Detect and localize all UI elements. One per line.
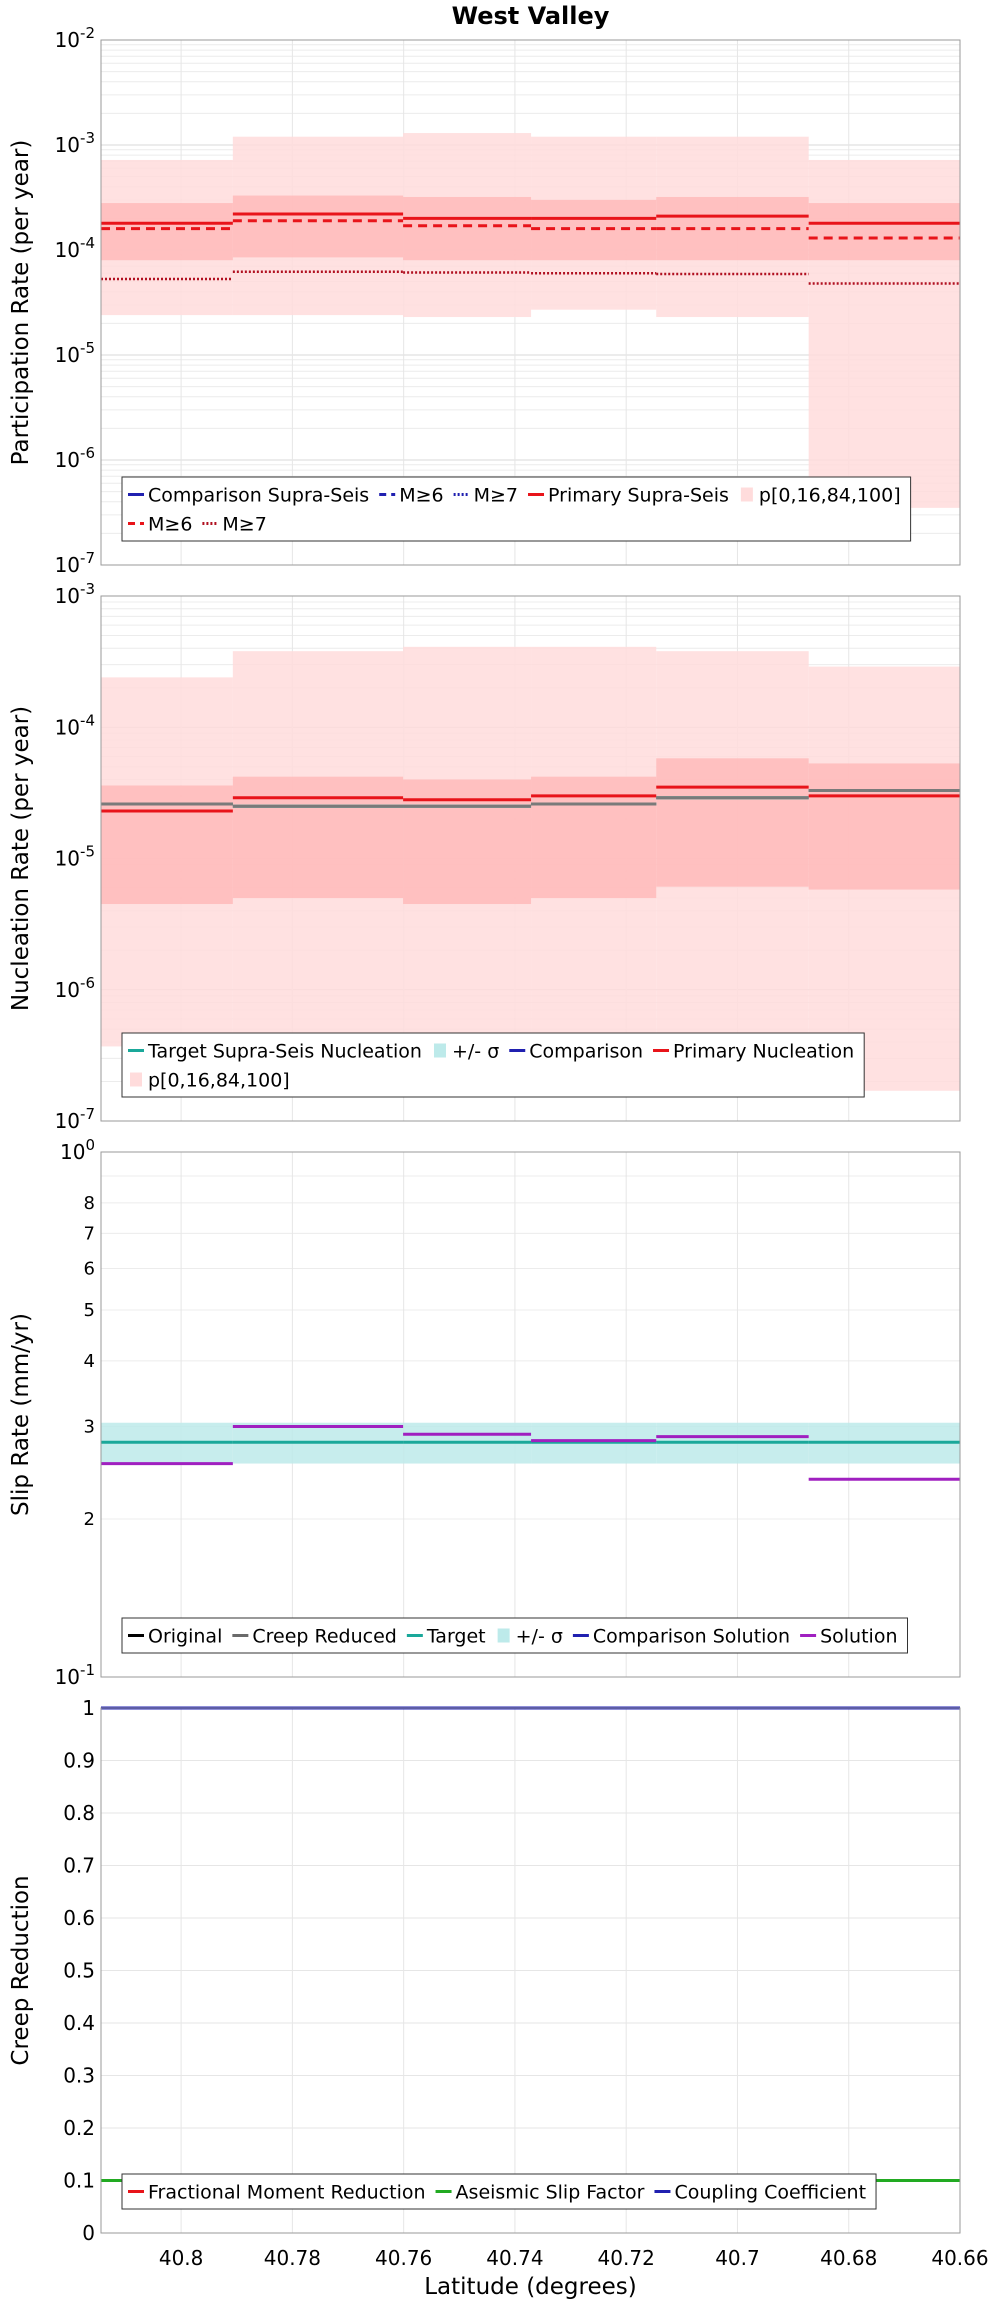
legend-label: Target xyxy=(426,1626,486,1648)
y-tick-label: 0.9 xyxy=(63,1749,95,1773)
band-p16-84 xyxy=(101,203,233,261)
legend-swatch xyxy=(740,487,753,502)
y-axis-label: Creep Reduction xyxy=(8,1875,34,2065)
legend-label: Comparison xyxy=(529,1041,643,1063)
y-tick-label: 5 xyxy=(84,1300,95,1321)
y-tick-label: 10-4 xyxy=(55,234,95,262)
panel-slip: 10-1 2 3 4 5 6 7 8 100 Slip Rate (mm/yr) Original C… xyxy=(8,1136,961,1689)
y-tick-label: 10-6 xyxy=(55,974,95,1002)
y-tick-label: 10-3 xyxy=(55,129,95,157)
y-tick-label: 0.8 xyxy=(63,1801,95,1825)
legend-label: Primary Nucleation xyxy=(673,1041,854,1063)
band-p16-84 xyxy=(232,776,404,899)
plot-frame xyxy=(100,1707,961,2234)
legend: Target Supra-Seis Nucleation +/- σ Compari… xyxy=(121,1032,865,1098)
y-tick-label: 0.3 xyxy=(63,2064,95,2088)
x-axis-label: Latitude (degrees) xyxy=(424,2274,637,2300)
y-tick-label: 10-1 xyxy=(55,1661,95,1689)
y-tick-label: 0.2 xyxy=(63,2116,95,2140)
legend-label: Comparison Supra-Seis xyxy=(148,485,369,507)
y-tick-label: 10-7 xyxy=(55,1105,95,1133)
band-p16-84 xyxy=(403,779,532,905)
legend-label: p[0,16,84,100] xyxy=(148,1070,290,1092)
x-tick-label: 40.7 xyxy=(715,2246,760,2270)
legend-label: Creep Reduced xyxy=(252,1626,396,1648)
y-tick-label: 0.1 xyxy=(63,2169,95,2193)
x-tick-label: 40.76 xyxy=(375,2246,432,2270)
x-tick-label: 40.72 xyxy=(598,2246,655,2270)
y-tick-label: 8 xyxy=(84,1193,95,1214)
x-tick-label: 40.8 xyxy=(159,2246,204,2270)
panel-nucleation: 10-7 10-6 10-5 10-4 10-3 Nucleation Rate (per… xyxy=(8,580,961,1133)
panel-creep: 0 0.1 0.2 0.3 0.4 0.5 0.6 0.7 0.8 0.9 1 Creep Reduc… xyxy=(8,1696,989,2300)
y-tick-label: 1 xyxy=(82,1696,95,1720)
legend: Fractional Moment Reduction Aseismic Slip… xyxy=(121,2173,877,2210)
legend-box xyxy=(121,2173,877,2210)
band-p16-84 xyxy=(403,196,532,261)
y-axis-label: Participation Rate (per year) xyxy=(8,140,34,466)
y-tick-label: 0.4 xyxy=(63,2011,95,2035)
legend-swatch xyxy=(130,1072,142,1087)
plot-frame xyxy=(100,39,961,566)
legend-box xyxy=(121,476,912,542)
panel-participation: 10-7 10-6 10-5 10-4 10-3 10-2 Participation Ra… xyxy=(8,2,961,577)
legend-label: Fractional Moment Reduction xyxy=(148,2182,426,2204)
legend-label: Coupling Coefficient xyxy=(674,2182,866,2204)
legend-label: M≥7 xyxy=(222,514,266,536)
y-tick-label: 10-7 xyxy=(55,549,95,577)
legend-swatch xyxy=(433,1043,446,1058)
y-tick-label: 10-5 xyxy=(55,339,95,367)
legend-label: M≥7 xyxy=(474,485,518,507)
y-tick-label: 3 xyxy=(84,1417,95,1438)
legend-label: +/- σ xyxy=(452,1041,499,1063)
y-tick-label: 10-6 xyxy=(55,444,95,472)
y-tick-label: 10-4 xyxy=(55,711,95,739)
legend-label: Original xyxy=(148,1626,222,1648)
plot-frame xyxy=(100,595,961,1122)
y-tick-label: 6 xyxy=(84,1258,95,1279)
y-tick-label: 100 xyxy=(60,1136,95,1164)
legend: Original Creep Reduced Target +/- σ Comparis… xyxy=(121,1617,908,1654)
x-tick-label: 40.74 xyxy=(486,2246,543,2270)
plot-area xyxy=(101,1152,960,1677)
legend-label: M≥6 xyxy=(399,485,443,507)
chart-title: West Valley xyxy=(452,2,610,30)
legend-box xyxy=(121,1617,908,1654)
band-p16-84 xyxy=(656,758,809,887)
legend-label: Primary Supra-Seis xyxy=(548,485,729,507)
y-tick-label: 10-5 xyxy=(55,843,95,871)
legend-label: p[0,16,84,100] xyxy=(759,485,901,507)
legend-label: Comparison Solution xyxy=(593,1626,790,1648)
y-tick-label: 0.6 xyxy=(63,1906,95,1930)
legend-box xyxy=(121,1032,865,1098)
y-tick-label: 2 xyxy=(84,1509,95,1530)
x-tick-label: 40.78 xyxy=(264,2246,321,2270)
x-tick-label: 40.68 xyxy=(820,2246,877,2270)
x-tick-label: 40.66 xyxy=(931,2246,988,2270)
y-tick-label: 10-2 xyxy=(55,24,95,52)
legend-swatch xyxy=(497,1628,510,1643)
legend: Comparison Supra-Seis M≥6 M≥7 Primary Supra… xyxy=(121,476,912,542)
y-axis-label: Slip Rate (mm/yr) xyxy=(8,1313,34,1516)
y-tick-label: 0 xyxy=(82,2221,95,2245)
band-p16-84 xyxy=(808,763,960,890)
legend-label: Aseismic Slip Factor xyxy=(456,2182,645,2204)
y-axis-label: Nucleation Rate (per year) xyxy=(8,706,34,1011)
y-tick-label: 7 xyxy=(84,1223,95,1244)
band-p16-84 xyxy=(232,195,404,258)
band-p16-84 xyxy=(808,203,960,261)
plot-frame xyxy=(100,1151,961,1678)
y-tick-label: 0.5 xyxy=(63,1959,95,1983)
legend-label: Target Supra-Seis Nucleation xyxy=(147,1041,422,1063)
legend-label: +/- σ xyxy=(516,1626,563,1648)
y-tick-label: 4 xyxy=(84,1351,95,1372)
y-tick-label: 0.7 xyxy=(63,1854,95,1878)
legend-label: M≥6 xyxy=(148,514,192,536)
legend-label: Solution xyxy=(820,1626,897,1648)
y-tick-label: 10-3 xyxy=(55,580,95,608)
